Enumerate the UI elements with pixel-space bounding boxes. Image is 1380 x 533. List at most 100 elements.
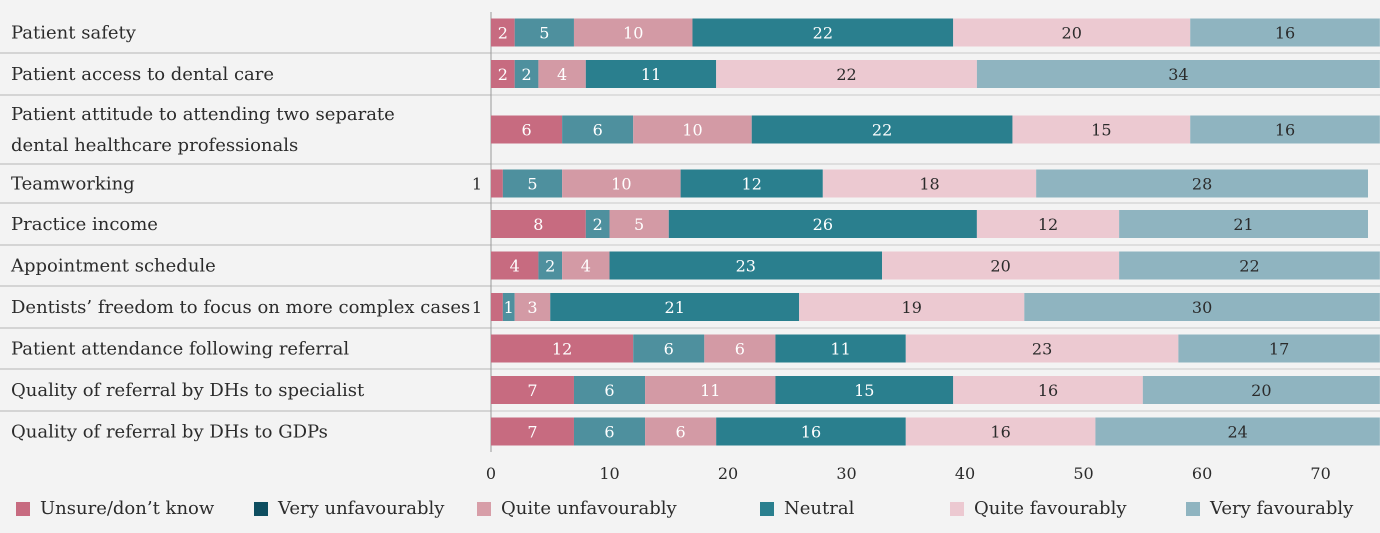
bar-segment (538, 251, 563, 280)
category-label: Teamworking (11, 174, 135, 195)
bar-segment (1190, 18, 1380, 47)
data-label: 6 (521, 121, 531, 140)
data-label: 3 (527, 298, 537, 317)
bar-segment (585, 210, 610, 238)
legend-item: Very favourably (1186, 498, 1353, 519)
data-label: 1 (472, 298, 482, 317)
data-label: 16 (990, 423, 1010, 442)
bar-segment (1012, 115, 1191, 144)
bar-segment (491, 60, 515, 88)
category-label: Patient attendance following referral (11, 339, 349, 360)
data-label: 30 (1192, 298, 1212, 317)
bar-segment (1036, 169, 1368, 198)
data-label: 21 (1233, 215, 1253, 234)
bar-segment (1095, 417, 1380, 446)
bar-segment (775, 334, 906, 363)
x-tick-label: 0 (486, 464, 496, 483)
legend-swatch (1186, 501, 1200, 516)
bar-segment (491, 293, 503, 321)
bar-segment (1024, 293, 1380, 321)
bar-segment (491, 169, 503, 198)
data-label: 11 (700, 381, 720, 400)
data-label: 21 (665, 298, 685, 317)
data-label: 10 (623, 24, 643, 43)
bar-segment (609, 251, 883, 280)
bar-segment (550, 293, 800, 321)
data-label: 16 (1275, 24, 1295, 43)
data-label: 17 (1269, 340, 1289, 359)
category-label: Patient access to dental care (11, 64, 274, 85)
data-label: 5 (634, 215, 644, 234)
bar-segment (680, 169, 823, 198)
legend-swatch (760, 501, 774, 516)
legend-label: Quite favourably (974, 498, 1127, 519)
bar-segment (491, 18, 515, 47)
legend-label: Quite unfavourably (501, 498, 677, 519)
x-tick-label: 40 (955, 464, 975, 483)
data-label: 18 (919, 175, 939, 194)
bar-segment (609, 210, 669, 238)
bar-segment (1119, 251, 1380, 280)
data-label: 6 (604, 423, 614, 442)
category-label: Patient attitude to attending two separa… (11, 104, 395, 156)
legend-item: Quite favourably (950, 498, 1127, 519)
data-label: 20 (990, 257, 1010, 276)
data-label: 16 (1275, 121, 1295, 140)
data-label: 2 (521, 65, 531, 84)
x-tick-label: 20 (718, 464, 738, 483)
data-label: 6 (593, 121, 603, 140)
data-label: 10 (611, 175, 631, 194)
x-tick-label: 50 (1073, 464, 1093, 483)
bar-segment (905, 417, 1096, 446)
bar-segment (562, 251, 610, 280)
legend-item: Unsure/don’t know (16, 498, 214, 519)
category-label: Patient safety (11, 23, 137, 44)
data-label: 2 (498, 24, 508, 43)
bar-segment (514, 60, 539, 88)
bar-segment (491, 417, 574, 446)
data-label: 22 (872, 121, 892, 140)
bar-segment (668, 210, 977, 238)
data-label: 4 (581, 257, 591, 276)
data-label: 4 (510, 257, 520, 276)
data-label: 12 (1038, 215, 1058, 234)
bar-segment (573, 376, 646, 404)
data-label: 23 (736, 257, 756, 276)
bar-segment (953, 376, 1143, 404)
data-label: 5 (539, 24, 549, 43)
bar-segment (645, 376, 776, 404)
data-label: 22 (813, 24, 833, 43)
data-label: 11 (641, 65, 661, 84)
category-label: Quality of referral by DHs to GDPs (11, 422, 328, 443)
data-label: 6 (676, 423, 686, 442)
legend-item: Neutral (760, 498, 854, 519)
data-label: 7 (527, 423, 537, 442)
data-label: 34 (1168, 65, 1188, 84)
data-label: 2 (593, 215, 603, 234)
data-label: 4 (557, 65, 567, 84)
data-label: 16 (1038, 381, 1058, 400)
data-label: 20 (1062, 24, 1082, 43)
bar-segment (799, 293, 1025, 321)
category-label: Practice income (11, 214, 158, 235)
bar-segment (585, 60, 717, 88)
data-label: 2 (545, 257, 555, 276)
bar-segment (953, 18, 1191, 47)
bar-segment (704, 334, 776, 363)
x-tick-label: 30 (836, 464, 856, 483)
data-label: 5 (527, 175, 537, 194)
bar-segment (775, 376, 954, 404)
bar-segment (645, 417, 717, 446)
data-label: 20 (1251, 381, 1271, 400)
bar-segment (905, 334, 1179, 363)
bar-segment (692, 18, 954, 47)
bar-segment (573, 417, 646, 446)
bar-segment (514, 18, 574, 47)
bar-segment (562, 115, 634, 144)
bar-segment (502, 169, 563, 198)
bar-segment (491, 334, 634, 363)
data-label: 16 (801, 423, 821, 442)
bar-segment (1142, 376, 1380, 404)
bar-segment (491, 210, 586, 238)
